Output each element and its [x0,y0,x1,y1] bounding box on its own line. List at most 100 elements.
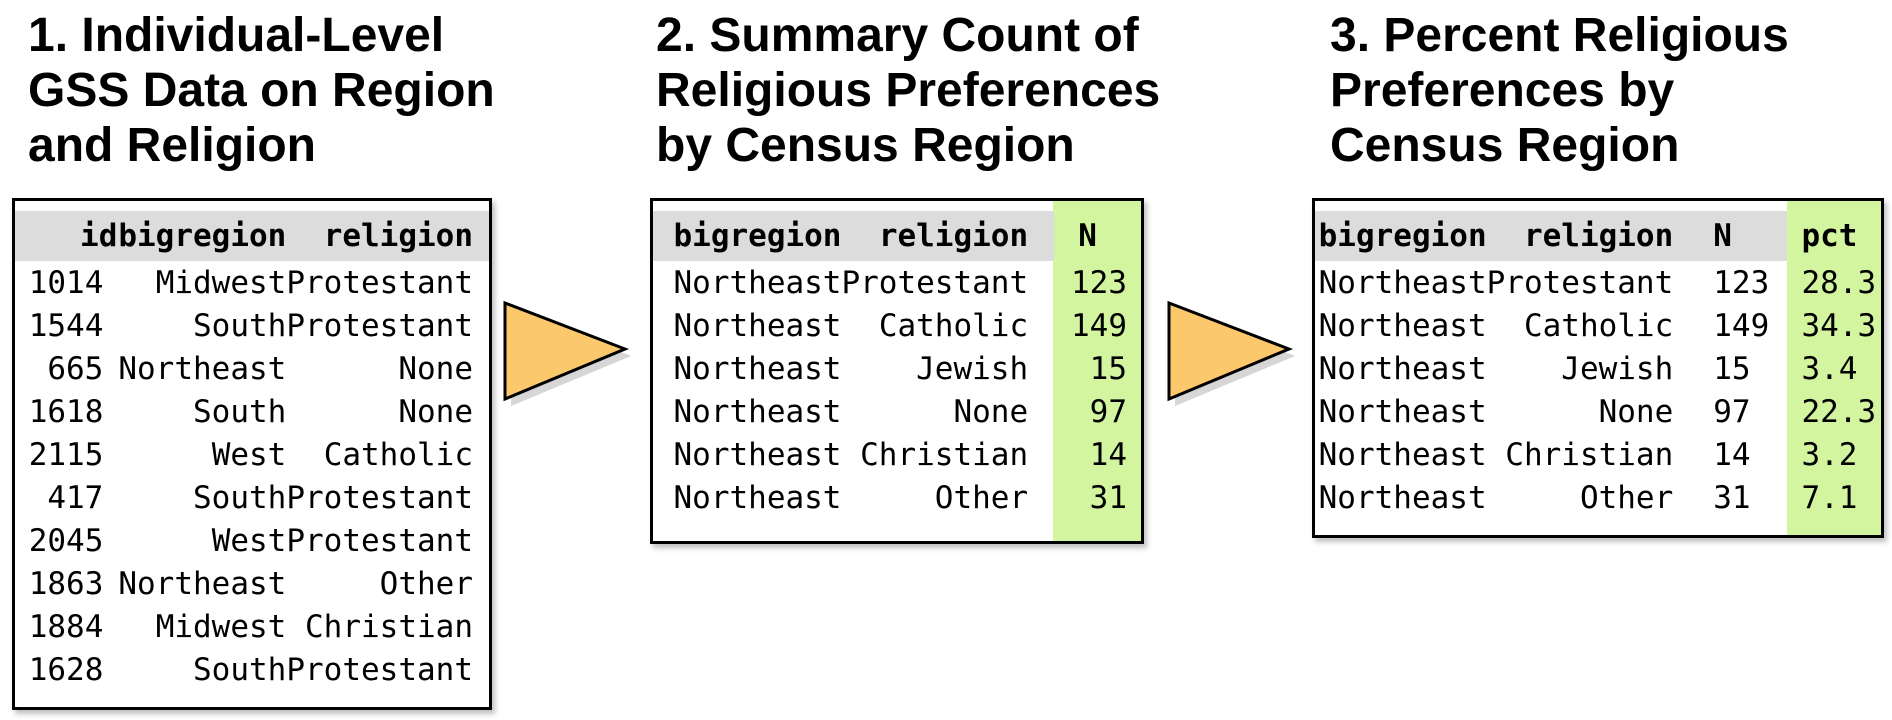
cell-pct: 7.1 [1801,479,1858,516]
panel3-pct-column-highlight [1787,201,1881,535]
panel2-title-line-3: by Census Region [656,119,1075,172]
cell-spacer [1028,433,1054,476]
cell-bigregion: Northeast [1318,264,1487,301]
panel2-body: Northeast Protestant 123 Northeast Catholic 1… [653,261,1141,519]
table-row: Northeast Protestant 123 28.3 [1315,261,1881,304]
table-row: 1628 South Protestant [15,648,489,691]
panel3-table: bigregion religion N pct Northeast Protes… [1312,198,1884,538]
table-row: 2045 West Protestant [15,519,489,562]
cell-bigregion: Northeast [118,565,287,602]
cell-id: 665 [47,350,104,387]
cell-n: 123 [1713,264,1770,301]
cell-bigregion: Northeast [673,436,842,473]
cell-bigregion: Northeast [118,350,287,387]
panel1-col-religion: religion [286,211,489,261]
cell-bigregion: South [193,393,287,430]
panel3-title-line-2: Preferences by [1330,64,1675,117]
cell-bigregion: Northeast [673,479,842,516]
table-row: Northeast Catholic 149 [653,304,1141,347]
cell-n: 97 [1713,393,1751,430]
cell-bigregion: Northeast [1318,307,1487,344]
cell-religion: Christian [1505,436,1674,473]
panel2-title-line-1: 2. Summary Count of [656,9,1139,62]
cell-bigregion: Northeast [1318,350,1487,387]
cell-religion: None [398,350,473,387]
cell-id: 417 [47,479,104,516]
cell-religion: Other [1579,479,1674,516]
panel2-title: 2. Summary Count of Religious Preference… [656,8,1160,173]
cell-pct: 22.3 [1801,393,1877,430]
cell-bigregion: South [193,651,287,688]
cell-pct: 3.2 [1801,436,1858,473]
table-row: Northeast Other 31 7.1 [1315,476,1881,519]
panel2-col-religion: religion [841,211,1029,261]
cell-id: 1884 [28,608,104,645]
panel1-table: id bigregion religion 1014 Midwest Protest… [12,198,492,710]
arrow-1-icon [503,300,631,406]
panel3-col-n: N [1673,211,1788,261]
cell-religion: Christian [305,608,473,645]
panel2-col-spacer [1028,211,1055,261]
cell-id: 2045 [28,522,104,559]
cell-spacer [1028,390,1054,433]
arrow-2-icon [1167,300,1295,406]
cell-bigregion: Northeast [673,350,842,387]
cell-religion: None [1598,393,1674,430]
cell-spacer [1028,304,1054,347]
cell-n: 14 [1713,436,1751,473]
cell-religion: Other [379,565,473,602]
cell-religion: None [398,393,473,430]
panel2-col-bigregion: bigregion [653,211,842,261]
panel1-title: 1. Individual-Level GSS Data on Region a… [28,8,495,173]
table-row: Northeast Catholic 149 34.3 [1315,304,1881,347]
table-row: Northeast Other 31 [653,476,1141,519]
cell-n: 15 [1089,350,1127,387]
table-row: 417 South Protestant [15,476,489,519]
panel3-data-table: bigregion religion N pct Northeast Protes… [1315,211,1881,519]
table-row: Northeast Jewish 15 [653,347,1141,390]
cell-n: 123 [1071,264,1127,301]
cell-religion: None [953,393,1029,430]
cell-pct: 28.3 [1801,264,1877,301]
cell-n: 149 [1071,307,1127,344]
panel2-col-n: N [1078,218,1097,254]
cell-bigregion: Northeast [1318,393,1487,430]
cell-n: 15 [1713,350,1751,387]
cell-bigregion: Northeast [673,393,842,430]
cell-religion: Protestant [841,264,1029,301]
cell-id: 1863 [28,565,104,602]
panel1-title-line-2: GSS Data on Region [28,64,495,117]
panel2-title-line-2: Religious Preferences [656,64,1161,117]
table-row: 1884 Midwest Christian [15,605,489,648]
table-row: 1544 South Protestant [15,304,489,347]
panel1-title-line-1: 1. Individual-Level [28,9,445,62]
cell-pct: 34.3 [1801,307,1877,344]
panel2-header-row: bigregion religion N [653,211,1141,261]
table-row: 2115 West Catholic [15,433,489,476]
table-row: Northeast None 97 [653,390,1141,433]
cell-religion: Christian [860,436,1029,473]
cell-bigregion: Midwest [155,608,287,645]
cell-religion: Jewish [916,350,1029,387]
panel1-header-row: id bigregion religion [15,211,489,261]
table-row: 1014 Midwest Protestant [15,261,489,304]
cell-religion: Catholic [878,307,1029,344]
panel3-title-line-1: 3. Percent Religious [1330,9,1789,62]
cell-pct: 3.4 [1801,350,1858,387]
cell-religion: Protestant [286,651,473,688]
cell-bigregion: West [211,522,287,559]
cell-bigregion: Northeast [673,264,842,301]
cell-id: 1544 [28,307,104,344]
cell-bigregion: Midwest [155,264,287,301]
cell-religion: Protestant [1486,264,1674,301]
cell-religion: Protestant [286,522,473,559]
cell-id: 1628 [28,651,104,688]
panel2-data-table: bigregion religion N Northeast Protestant… [653,211,1141,519]
panel3-title-line-3: Census Region [1330,119,1680,172]
cell-religion: Protestant [286,264,473,301]
table-row: Northeast Protestant 123 [653,261,1141,304]
table-row: 1863 Northeast Other [15,562,489,605]
cell-n: 97 [1089,393,1127,430]
cell-n: 149 [1713,307,1770,344]
